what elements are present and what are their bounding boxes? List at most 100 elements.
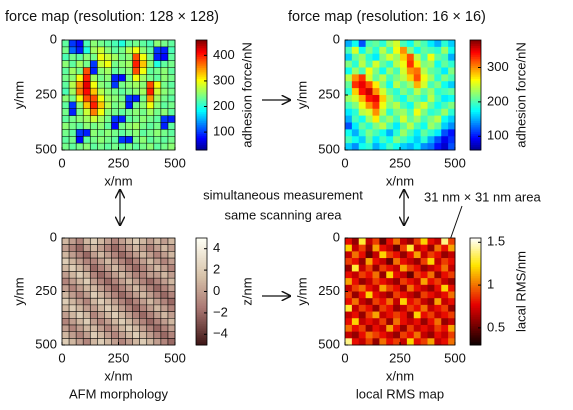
colorbar-step [196,95,207,98]
colorbar-step [196,318,207,321]
heat-cell [139,278,148,286]
heat-cell [111,60,119,68]
heat-cell [406,244,415,252]
heat-cell [167,338,176,346]
heat-cell [132,143,141,151]
heat-cell [413,115,422,123]
colorbar-step [196,284,207,287]
annotation: same scanning area [224,207,342,222]
heat-cell [372,108,380,117]
heat-cell [132,251,141,259]
heat-cell [448,53,456,62]
heat-cell [146,67,155,75]
colorbar-step [470,246,481,250]
heat-cell [365,81,373,89]
colorbar-step [470,122,481,125]
colorbar-step [470,239,481,243]
heat-cell [406,53,415,62]
heat-cell [153,311,162,319]
heat-cell [400,291,408,299]
heat-cell [76,81,84,89]
heat-cell [153,284,162,292]
heat-cell [62,101,70,110]
colorbar-step [470,300,481,303]
colorbar-step [470,104,481,107]
heat-cell [132,278,141,286]
heat-cell [97,264,105,272]
heat-cell [434,129,442,137]
heat-cell [406,284,415,292]
heat-cell [160,101,169,110]
heat-cell [69,291,77,299]
colorbar-step [196,128,207,131]
heat-cell [146,284,155,292]
heat-cell [441,46,449,55]
heat-cell [118,258,126,266]
heat-cell [448,324,456,333]
heat-cell [427,95,435,103]
heat-cell [125,311,134,319]
heat-cell [365,53,373,62]
heat-cell [153,318,162,326]
heat-cell [448,122,456,130]
x-axis-label: x/nm [386,368,414,383]
heat-cell [139,298,148,306]
colorbar-step [470,250,481,253]
heat-cell [372,143,380,151]
heat-cell [62,129,70,137]
heat-cell [62,115,70,123]
heat-cell [125,88,134,96]
colorbar-step [470,100,481,103]
heat-cell [153,238,162,246]
heat-cell [90,46,98,55]
heat-cell [386,122,394,130]
colorbar-step [196,84,207,87]
colorbar-step [196,80,207,83]
colorbar-step [196,126,207,129]
heat-cell [400,284,408,292]
heat-cell [69,278,77,286]
heat-cell [379,108,387,117]
heat-cell [83,46,91,55]
heat-cell [104,67,112,75]
heat-cell [427,298,435,306]
heat-cell [406,88,415,96]
heat-cell [448,338,456,346]
heat-cell [62,60,70,68]
heat-cell [62,136,70,144]
heat-cell [83,238,91,246]
heat-cell [365,46,373,55]
colorbar-step [470,137,481,140]
heat-cell [125,324,134,333]
heat-cell [434,40,442,48]
heat-cell [111,95,119,103]
heat-cell [393,251,401,259]
heat-cell [379,298,387,306]
heat-cell [83,324,91,333]
heat-cell [167,101,176,110]
heat-cell [153,136,162,144]
heat-cell [62,304,70,312]
colorbar-step [196,270,207,273]
colorbar-step [196,100,207,103]
heat-cell [379,53,387,62]
heat-cell [69,108,77,117]
colorbar-step [196,241,207,244]
heat-cell [406,331,415,339]
heat-cell [104,53,112,62]
heat-cell [167,143,176,151]
heat-cell [97,67,105,75]
heat-cell [441,81,449,89]
colorbar-tick-label: 1 [487,277,494,292]
heat-cell [167,136,176,144]
heat-cell [83,67,91,75]
heat-cell [90,331,98,339]
colorbar-step [196,111,207,114]
heat-cell [139,291,148,299]
colorbar-step [470,277,481,280]
heat-cell [111,331,119,339]
colorbar-step [470,120,481,123]
heat-cell [76,311,84,319]
heat-cell [427,81,435,89]
heat-cell [76,60,84,68]
